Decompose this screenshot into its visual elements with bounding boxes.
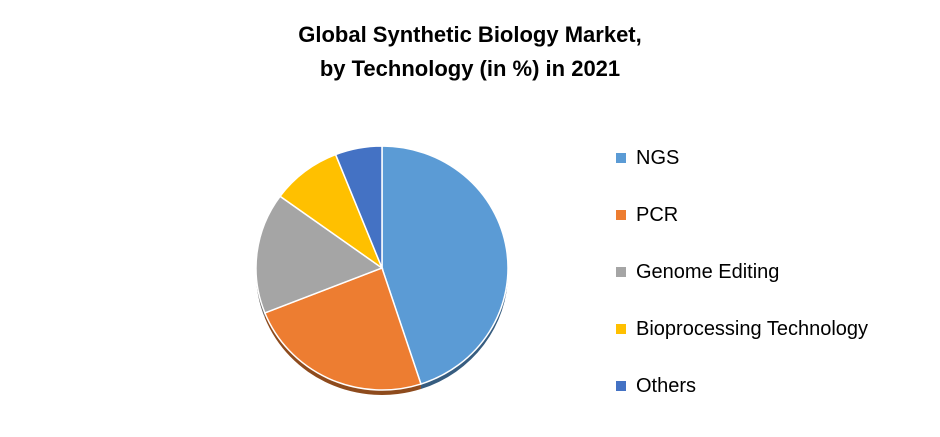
legend-swatch-genome-editing <box>616 267 626 277</box>
legend-label-genome-editing: Genome Editing <box>636 260 780 283</box>
chart-title: Global Synthetic Biology Market, by Tech… <box>0 18 940 86</box>
legend-label-others: Others <box>636 374 697 397</box>
legend-item-ngs: NGS <box>616 146 679 170</box>
pie-slice-ngs <box>381 145 509 385</box>
legend-swatch-pcr <box>616 210 626 220</box>
legend-item-pcr: PCR <box>616 203 678 227</box>
pie-slice-genome-editing <box>255 195 384 314</box>
chart-title-line-1: Global Synthetic Biology Market, <box>298 22 642 47</box>
pie-slice-side-ngs <box>420 268 508 390</box>
chart-title-line-2: by Technology (in %) in 2021 <box>319 56 621 81</box>
pie-slice-others <box>334 145 383 269</box>
legend-item-bioprocessing-technology: Bioprocessing Technology <box>616 317 868 341</box>
legend-item-others: Others <box>616 374 696 398</box>
legend-label-pcr: PCR <box>636 203 679 226</box>
legend-label-ngs: NGS <box>636 146 680 169</box>
legend-label-bioprocessing-technology: Bioprocessing Technology <box>636 317 869 340</box>
pie-slice-side-genome-editing <box>256 268 265 318</box>
legend-item-genome-editing: Genome Editing <box>616 260 779 284</box>
legend-swatch-bioprocessing-technology <box>616 324 626 334</box>
legend-swatch-ngs <box>616 153 626 163</box>
legend-swatch-others <box>616 381 626 391</box>
